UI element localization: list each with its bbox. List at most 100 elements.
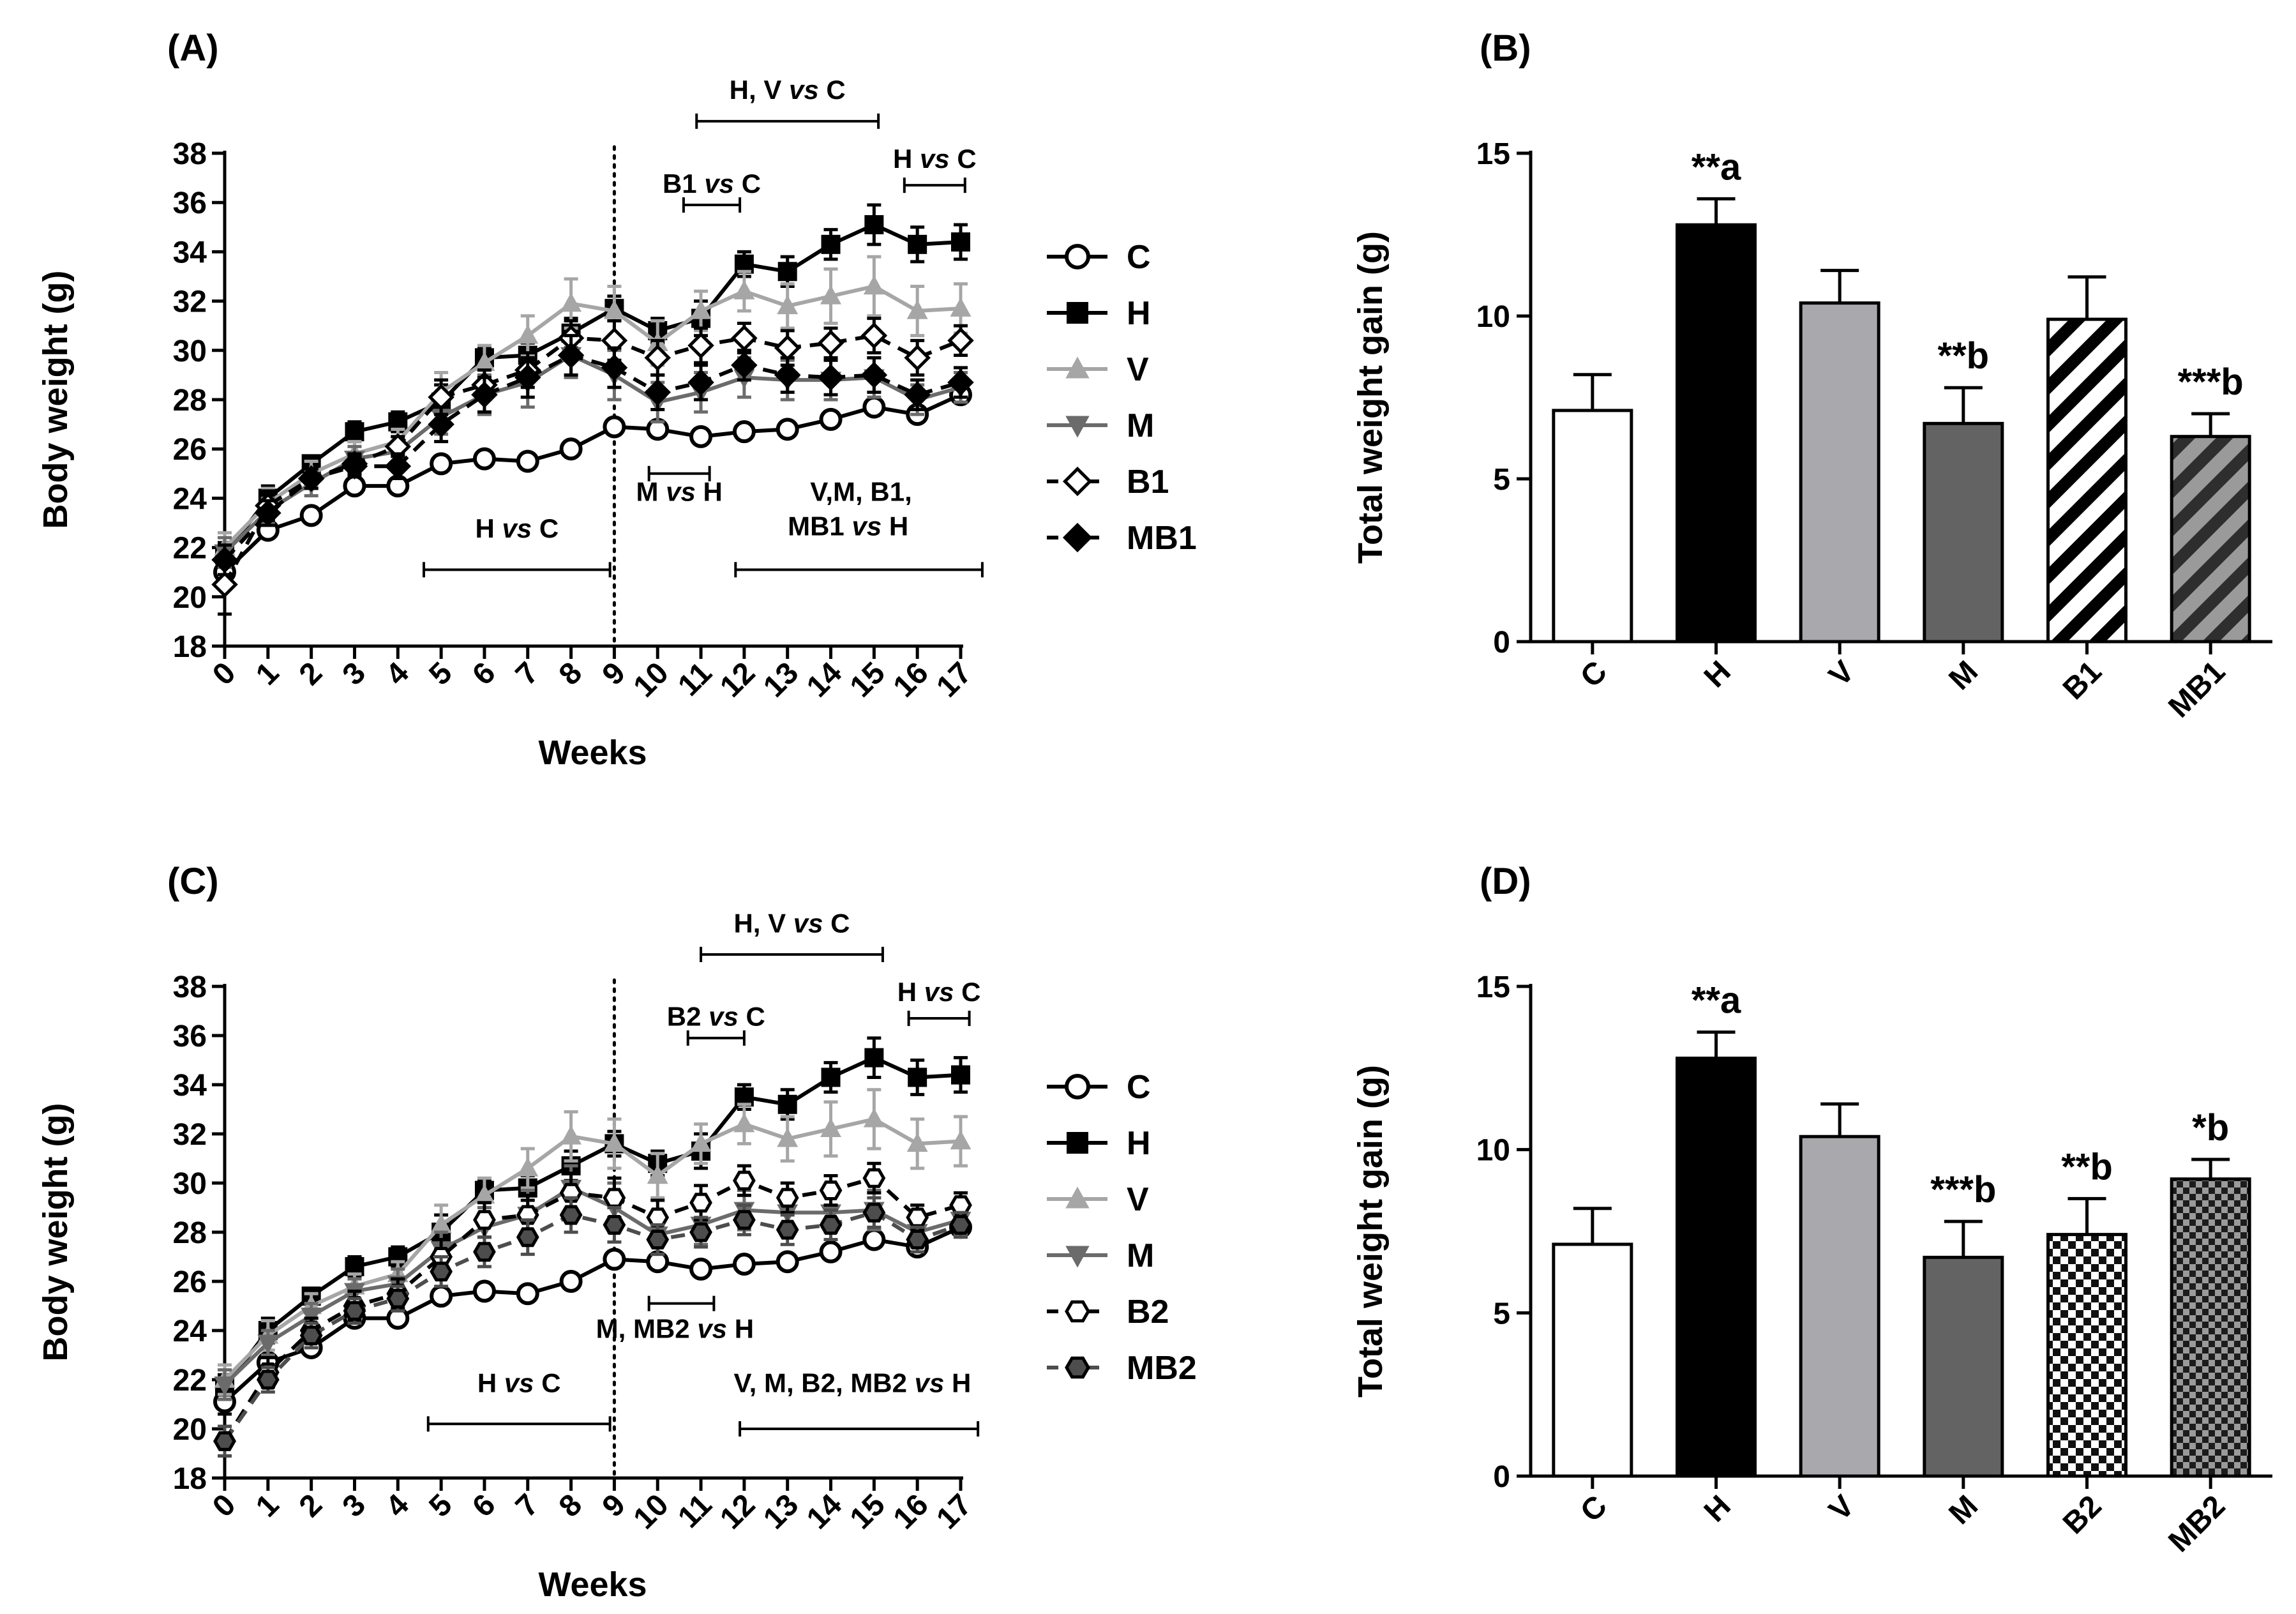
x-tick-label: 7: [509, 1488, 545, 1523]
y-tick-label: 15: [1476, 137, 1510, 171]
data-point: [603, 1133, 625, 1152]
legend-label: B1: [1127, 464, 1169, 501]
data-point: [473, 1242, 496, 1262]
legend-item-h: H: [1047, 295, 1151, 332]
data-point: [299, 1325, 323, 1346]
bar-group-b2: **b B2: [2046, 1146, 2128, 1541]
x-tick-label: 11: [672, 1488, 718, 1534]
data-point: [430, 1285, 453, 1308]
y-tick-label: 28: [173, 384, 207, 418]
legend-item-b1: B1: [1047, 464, 1169, 501]
legend-label: M: [1127, 1237, 1154, 1274]
y-tick-label: 24: [173, 482, 207, 516]
y-tick-label: 15: [1476, 970, 1510, 1004]
bar-group-v: V: [1799, 269, 1880, 693]
y-tick-label: 30: [173, 1167, 207, 1201]
data-point: [817, 364, 844, 391]
significance-label: M, MB2 vs H: [596, 1314, 754, 1344]
panel-label: (D): [1480, 861, 1531, 902]
series-line: [223, 1055, 961, 1389]
data-point: [732, 1253, 756, 1276]
bar-group-c: C: [1552, 373, 1633, 694]
data-point: [384, 453, 412, 480]
y-tick-label: 34: [173, 236, 207, 269]
y-tick-label: 22: [173, 1364, 207, 1398]
x-tick-label: 11: [672, 656, 718, 702]
x-tick-label: 1: [250, 656, 285, 691]
bar: [1799, 1135, 1880, 1478]
significance-annotation: B1 vs C: [663, 169, 761, 213]
data-point: [345, 422, 364, 442]
data-point: [514, 364, 541, 391]
data-point: [776, 1250, 799, 1274]
data-point: [430, 1262, 453, 1282]
data-point: [777, 295, 799, 315]
legend-marker: [1067, 1132, 1088, 1154]
y-tick-label: 18: [173, 1462, 207, 1496]
x-tick-label: 4: [380, 656, 416, 692]
data-point: [863, 1108, 885, 1128]
bar-group-m: **b M: [1923, 335, 2004, 697]
x-tick-label: MB2: [2162, 1489, 2232, 1558]
data-point: [297, 465, 325, 492]
data-point: [820, 285, 842, 305]
significance-annotation: MB1 vs H: [788, 511, 908, 541]
y-tick-label: 36: [173, 186, 207, 220]
data-point: [733, 280, 755, 299]
y-tick-label: 0: [1493, 1460, 1510, 1494]
data-point: [471, 381, 498, 409]
data-point: [428, 411, 454, 438]
y-axis-title: Body weight (g): [36, 1103, 75, 1362]
data-point: [906, 1230, 929, 1250]
y-tick-label: 26: [173, 1265, 207, 1299]
legend-item-b2: B2: [1047, 1293, 1169, 1331]
series-mb1: [211, 334, 974, 577]
series-mb2: [213, 1196, 972, 1458]
x-tick-label: 14: [800, 1488, 848, 1535]
significance-label: H vs C: [475, 513, 559, 543]
y-tick-label: 5: [1493, 1297, 1510, 1331]
significance-label: B2 vs C: [667, 1002, 765, 1032]
data-point: [560, 292, 582, 312]
y-tick-label: 38: [173, 137, 207, 171]
significance-annotation: M, MB2 vs H: [596, 1295, 754, 1344]
data-point: [904, 381, 931, 409]
data-point: [690, 1133, 712, 1152]
data-point: [819, 1180, 843, 1201]
bar-group-h: **a H: [1675, 980, 1757, 1528]
y-tick-label: 0: [1493, 626, 1510, 660]
data-point: [862, 1202, 886, 1223]
data-point: [603, 299, 625, 319]
bar-group-h: **a H: [1675, 146, 1757, 694]
y-tick-label: 34: [173, 1069, 207, 1103]
x-tick-label: 16: [887, 656, 935, 704]
bar: [1675, 223, 1757, 644]
legend-item-h: H: [1047, 1125, 1151, 1162]
y-tick-label: 38: [173, 970, 207, 1004]
x-tick-label: 9: [596, 656, 632, 691]
data-point: [731, 352, 758, 379]
y-axis-title: Body weight (g): [36, 271, 75, 529]
legend-marker: [1065, 1074, 1090, 1099]
legend-label: C: [1127, 239, 1151, 276]
data-point: [906, 1133, 928, 1152]
series-line: [223, 333, 962, 585]
data-point: [516, 1282, 539, 1306]
x-tick-label: MB1: [2162, 654, 2232, 724]
legend-marker: [1065, 1246, 1090, 1268]
data-point: [341, 453, 368, 480]
x-tick-label: 17: [930, 656, 978, 704]
x-tick-label: 8: [553, 656, 589, 691]
legend-marker: [1065, 1300, 1090, 1323]
x-tick-label: 17: [930, 1488, 978, 1535]
x-tick-label: 0: [206, 656, 242, 691]
data-point: [817, 329, 844, 357]
data-point: [516, 449, 539, 473]
y-tick-label: 18: [173, 630, 207, 664]
y-tick-label: 24: [173, 1315, 207, 1348]
data-point: [777, 1128, 799, 1147]
significance-annotation: H vs C: [426, 1368, 612, 1432]
data-point: [687, 332, 714, 359]
series-m: [214, 1164, 972, 1401]
